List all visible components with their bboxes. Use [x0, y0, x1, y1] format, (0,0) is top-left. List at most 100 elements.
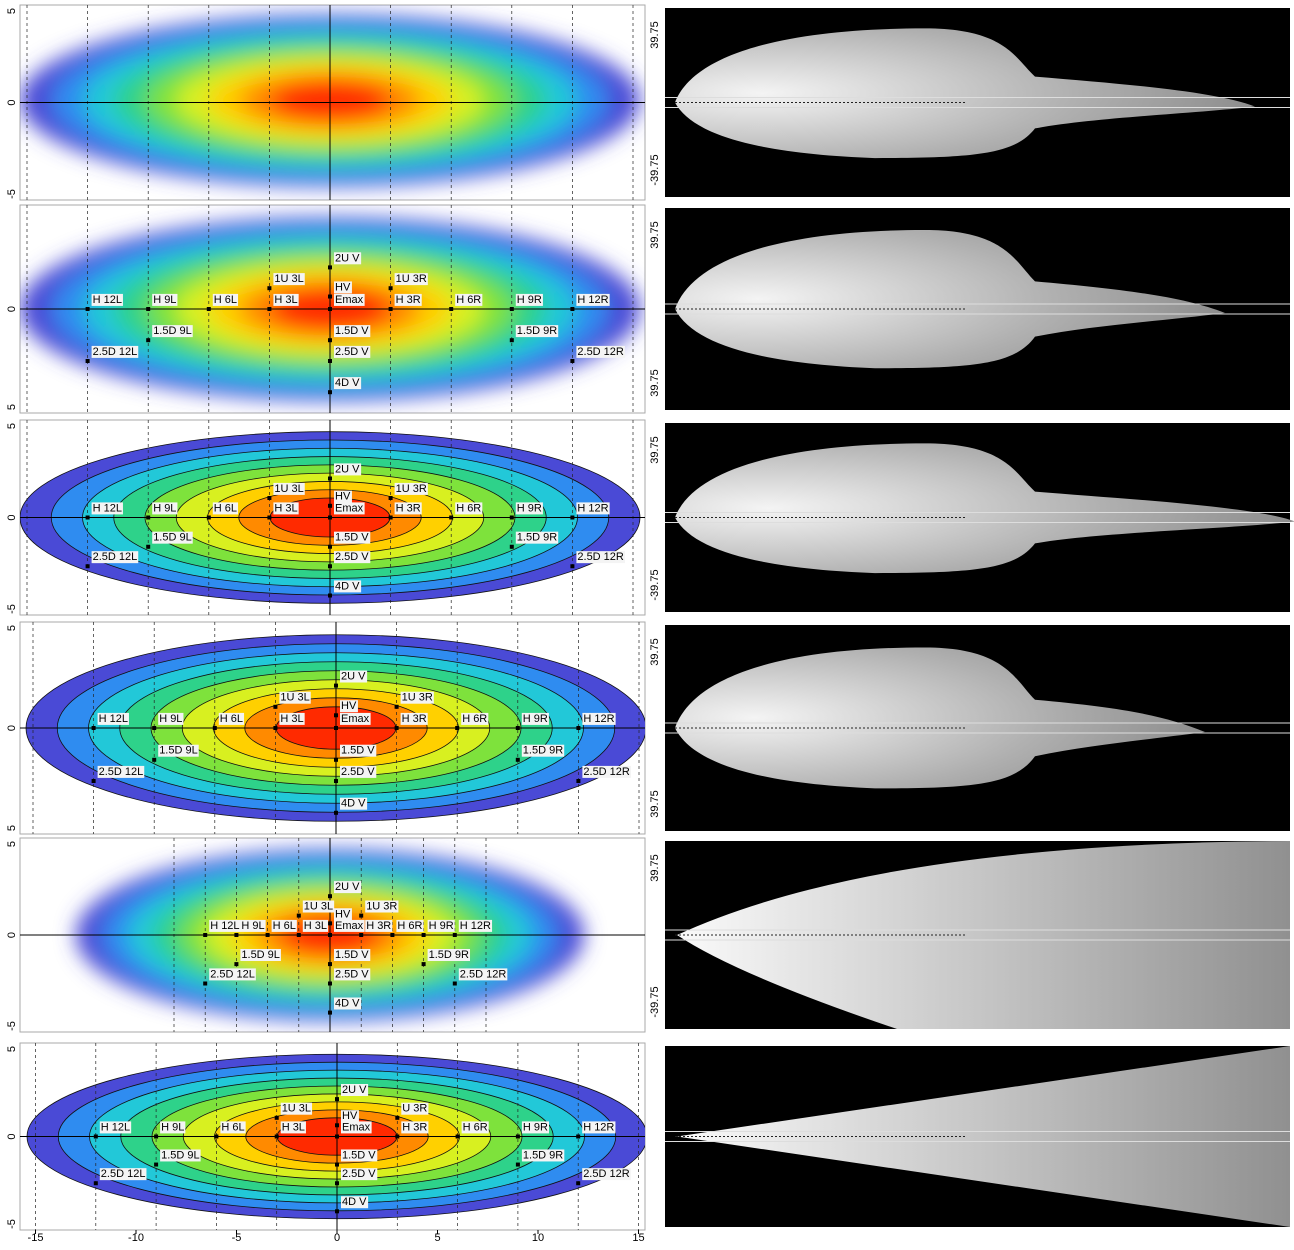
test-point	[146, 338, 150, 342]
point-label: 1U 3R	[396, 273, 427, 285]
test-point	[328, 982, 332, 986]
test-point	[570, 359, 574, 363]
test-point	[152, 726, 156, 730]
test-point	[328, 265, 332, 269]
point-label: 2U V	[335, 252, 360, 264]
test-point	[516, 726, 520, 730]
point-label: 4D V	[341, 798, 366, 810]
point-label: 1U 3L	[282, 1103, 311, 1115]
point-label: Emax	[341, 713, 370, 725]
y-tick-label: -39.75	[649, 154, 661, 185]
y-tick-label: 5	[6, 8, 18, 14]
y-tick-label: 0	[6, 932, 18, 938]
beam-panel: 39.75-39.75	[649, 423, 1294, 612]
test-point	[335, 1123, 339, 1127]
test-point	[328, 564, 332, 568]
y-tick-label: 5	[6, 841, 18, 847]
test-point	[334, 758, 338, 762]
test-point	[86, 307, 90, 311]
test-point	[389, 496, 393, 500]
point-label: H 12L	[101, 1121, 130, 1133]
test-point	[146, 516, 150, 520]
test-point	[328, 504, 332, 508]
point-label: 1.5D 9R	[429, 949, 469, 961]
test-point	[328, 962, 332, 966]
point-label: H 3R	[396, 294, 421, 306]
test-point	[395, 705, 399, 709]
test-point	[576, 1181, 580, 1185]
point-label: H 9R	[523, 713, 548, 725]
test-point	[86, 359, 90, 363]
point-label: H 6L	[214, 502, 237, 514]
test-point	[359, 914, 363, 918]
point-label: HV	[335, 281, 351, 293]
test-point	[334, 684, 338, 688]
point-label: H 3R	[402, 1121, 427, 1133]
point-label: 4D V	[335, 377, 360, 389]
isolux-panel: 50-5	[6, 5, 645, 200]
figure: 50-539.75-39.75052U V1U 3LHV1U 3RH 12LH …	[0, 0, 1294, 1245]
test-point	[275, 1135, 279, 1139]
beam-panel: 39.75-39.75	[649, 841, 1290, 1029]
y-tick-label: 5	[6, 423, 18, 429]
point-label: H 6R	[456, 502, 481, 514]
point-label: 2.5D V	[341, 766, 375, 778]
point-label: 1.5D V	[335, 325, 369, 337]
y-tick-label: -5	[6, 604, 18, 614]
test-point	[576, 779, 580, 783]
point-label: 1.5D 9L	[153, 532, 192, 544]
test-point	[273, 705, 277, 709]
test-point	[152, 758, 156, 762]
test-point	[510, 338, 514, 342]
y-tick-label: 39.75	[649, 854, 661, 882]
isolux-panel: 052U V1U 3LHV1U 3RH 12LH 9LH 6LH 3LEmaxH…	[6, 205, 645, 413]
test-point	[328, 1011, 332, 1015]
test-point	[266, 933, 270, 937]
x-tick-label: -15	[28, 1232, 44, 1244]
point-label: HV	[341, 700, 357, 712]
point-label: H 9L	[161, 1121, 184, 1133]
beam-panel	[665, 1046, 1290, 1227]
point-label: H 9L	[159, 713, 182, 725]
point-label: 1.5D V	[341, 745, 375, 757]
y-tick-label: 5	[6, 404, 18, 410]
y-tick-label: 5	[6, 1046, 18, 1052]
test-point	[154, 1135, 158, 1139]
isolux-panel: 50-52U V1U 3LHV1U 3RH 12LH 9LH 6LH 3LEma…	[6, 838, 645, 1032]
point-label: 1U 3L	[274, 483, 303, 495]
test-point	[510, 516, 514, 520]
point-label: H 3L	[280, 713, 303, 725]
point-label: H 9R	[517, 294, 542, 306]
test-point	[570, 516, 574, 520]
point-label: 1U 3L	[280, 692, 309, 704]
point-label: 1.5D 9R	[517, 532, 557, 544]
point-label: 2.5D V	[335, 551, 369, 563]
point-label: H 12R	[577, 502, 608, 514]
point-label: 4D V	[335, 998, 360, 1010]
point-label: H 12R	[577, 294, 608, 306]
point-label: H 3L	[282, 1121, 305, 1133]
point-label: 2.5D V	[335, 346, 369, 358]
test-point	[389, 307, 393, 311]
y-tick-label: 39.75	[649, 790, 661, 818]
test-point	[328, 338, 332, 342]
y-tick-label: -5	[6, 189, 18, 199]
point-label: 2.5D 12R	[583, 1168, 630, 1180]
test-point	[267, 496, 271, 500]
point-label: Emax	[335, 294, 364, 306]
isolux-panel: 5052U V1U 3LHV1U 3RH 12LH 9LH 6LH 3LEmax…	[6, 622, 646, 834]
point-label: 1.5D V	[342, 1149, 376, 1161]
point-label: 1.5D 9L	[241, 949, 280, 961]
test-point	[335, 1135, 339, 1139]
test-point	[328, 516, 332, 520]
test-point	[422, 962, 426, 966]
test-point	[214, 1135, 218, 1139]
x-tick-label: 10	[532, 1232, 544, 1244]
test-point	[334, 713, 338, 717]
test-point	[154, 1163, 158, 1167]
test-point	[516, 758, 520, 762]
point-label: 4D V	[342, 1196, 367, 1208]
test-point	[390, 933, 394, 937]
test-point	[576, 726, 580, 730]
test-point	[328, 933, 332, 937]
